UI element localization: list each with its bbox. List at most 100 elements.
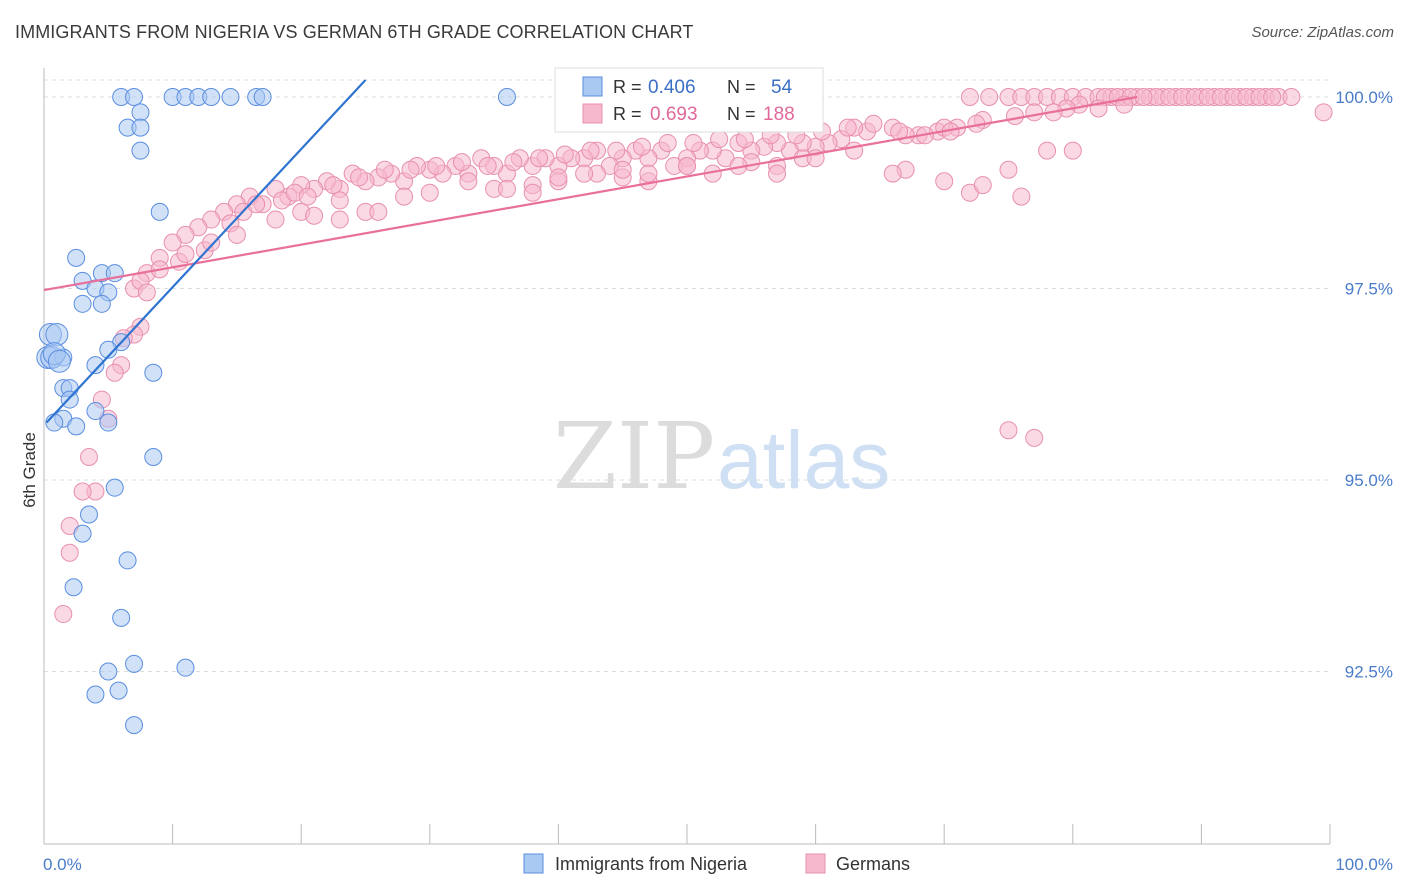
germans-point-194	[575, 164, 594, 183]
watermark: ZIP atlas	[553, 403, 890, 510]
germans-point-177	[80, 448, 99, 467]
legend-swatch-germans	[805, 853, 826, 874]
germans-point-41	[1025, 103, 1044, 122]
germans-point-198	[883, 164, 902, 183]
germans-point-191	[678, 156, 696, 175]
y-tick-label-1: 97.5%	[1345, 280, 1393, 299]
germans-point-125	[401, 160, 420, 179]
germans-point-200	[973, 176, 992, 195]
watermark-zip: ZIP	[553, 403, 715, 510]
series-germans-points	[54, 88, 1333, 624]
x-tick-label-1: 100.0%	[1335, 855, 1393, 874]
nigeria-point-32	[86, 356, 105, 375]
germans-point-143	[864, 114, 883, 133]
nigeria-point-40	[67, 417, 86, 436]
germans-point-181	[60, 543, 79, 562]
germans-point-179	[73, 482, 92, 501]
stats-swatch-pink	[582, 103, 603, 124]
germans-point-122	[324, 176, 343, 195]
nigeria-point-6	[221, 88, 240, 106]
nigeria-point-29	[47, 349, 71, 373]
germans-point-123	[350, 168, 369, 187]
nigeria-point-10	[131, 103, 150, 122]
germans-point-42	[1005, 107, 1024, 126]
nigeria-point-31	[99, 340, 118, 359]
stats-r-label-2: R =	[613, 104, 642, 124]
germans-point-136	[684, 133, 703, 152]
germans-point-56	[1314, 103, 1333, 122]
germans-point-166	[202, 233, 221, 252]
legend-swatch-nigeria	[523, 853, 544, 874]
stats-n-label-1: N =	[727, 77, 756, 97]
germans-point-189	[768, 164, 787, 183]
germans-point-38	[1134, 88, 1153, 106]
nigeria-point-33	[144, 363, 163, 382]
germans-point-183	[1038, 141, 1057, 160]
germans-point-1	[980, 88, 999, 106]
watermark-atlas: atlas	[717, 415, 890, 506]
germans-point-196	[523, 183, 542, 202]
germans-point-142	[838, 118, 857, 137]
germans-point-193	[613, 160, 632, 179]
germans-point-127	[452, 153, 471, 172]
germans-point-165	[227, 225, 246, 244]
germans-point-201	[1012, 187, 1031, 206]
germans-point-152	[420, 183, 439, 202]
nigeria-point-13	[131, 141, 150, 160]
stats-n-label-2: N =	[727, 104, 756, 124]
nigeria-point-12	[131, 118, 150, 137]
stats-box: R = 0.406 N = 54 R = 0.693 N = 188	[554, 67, 824, 133]
tick-labels: 100.0% 97.5% 95.0% 92.5% 0.0% 100.0%	[43, 88, 1393, 874]
stats-n-value-2: 188	[763, 104, 795, 125]
y-tick-label-3: 92.5%	[1345, 663, 1393, 682]
germans-point-124	[375, 160, 394, 179]
nigeria-point-45	[73, 524, 92, 543]
germans-point-135	[658, 133, 677, 152]
legend: Immigrants from Nigeria Germans	[523, 853, 910, 874]
stats-r-value-2: 0.693	[650, 104, 698, 125]
nigeria-point-49	[99, 662, 118, 681]
germans-point-131	[555, 145, 574, 164]
nigeria-point-53	[86, 685, 105, 704]
nigeria-point-5	[202, 88, 221, 106]
germans-point-132	[581, 141, 600, 160]
nigeria-point-48	[112, 608, 131, 627]
x-tick-label-0: 0.0%	[43, 855, 82, 874]
nigeria-point-41	[99, 413, 118, 432]
germans-point-184	[999, 160, 1018, 179]
nigeria-point-15	[67, 248, 86, 267]
nigeria-point-14	[150, 202, 169, 221]
y-tick-label-0: 100.0%	[1335, 88, 1393, 107]
germans-point-174	[105, 363, 124, 382]
nigeria-point-52	[109, 681, 128, 700]
germans-point-203	[999, 421, 1018, 440]
nigeria-point-9	[497, 88, 516, 106]
nigeria-point-19	[73, 294, 92, 313]
germans-point-24	[1282, 88, 1301, 106]
germans-point-207	[369, 202, 388, 221]
germans-point-153	[459, 172, 478, 191]
legend-label-germans: Germans	[836, 854, 910, 874]
germans-point-130	[530, 149, 549, 168]
germans-point-149	[330, 210, 349, 229]
nigeria-point-50	[125, 654, 144, 673]
trend-lines	[43, 79, 1138, 424]
nigeria-point-21	[92, 294, 111, 313]
axes	[43, 68, 1331, 845]
y-tick-label-2: 95.0%	[1345, 471, 1393, 490]
germans-point-138	[735, 130, 754, 149]
germans-point-147	[266, 210, 285, 229]
germans-point-0	[960, 88, 979, 106]
germans-point-206	[330, 191, 349, 210]
trend-line-nigeria	[45, 79, 367, 424]
germans-point-202	[1063, 141, 1082, 160]
germans-point-182	[54, 605, 73, 624]
germans-point-199	[935, 172, 954, 191]
stats-r-value-1: 0.406	[648, 77, 696, 98]
nigeria-point-51	[176, 658, 195, 677]
germans-point-197	[497, 179, 516, 198]
chart-title: IMMIGRANTS FROM NIGERIA VS GERMAN 6TH GR…	[15, 22, 694, 42]
germans-point-169	[137, 283, 156, 302]
germans-point-137	[710, 130, 729, 149]
nigeria-point-47	[64, 578, 83, 597]
